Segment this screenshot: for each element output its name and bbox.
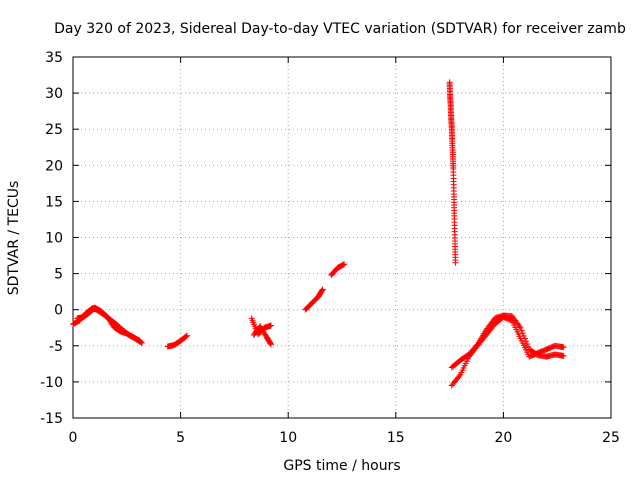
y-tick-label: 30: [45, 86, 63, 102]
y-tick-label: 15: [45, 194, 63, 210]
y-tick-label: 5: [54, 267, 63, 283]
y-tick-label: -15: [40, 411, 63, 427]
y-axis-label: SDTVAR / TECUs: [6, 181, 22, 296]
x-tick-label: 0: [69, 430, 78, 446]
plot-frame: [72, 56, 612, 419]
x-tick-label: 5: [176, 430, 185, 446]
data-point: [184, 332, 191, 339]
chart-title: Day 320 of 2023, Sidereal Day-to-day VTE…: [54, 21, 626, 37]
data-point: [525, 343, 532, 350]
y-tick-label: 20: [45, 158, 63, 174]
data-point: [518, 327, 525, 334]
x-tick-label: 25: [602, 430, 620, 446]
data-point: [520, 332, 527, 339]
data-point: [267, 341, 274, 348]
x-axis-label: GPS time / hours: [283, 458, 400, 474]
data-point: [473, 342, 480, 349]
axis-ticks: 0 5 10 15 20 25 -15 -10 -5 0 5 10 15 20 25 30 35: [40, 50, 620, 446]
data-point: [136, 337, 143, 344]
data-point: [521, 335, 528, 342]
data-point: [341, 261, 348, 268]
data-point: [267, 322, 274, 329]
x-tick-label: 10: [279, 430, 297, 446]
y-tick-label: 35: [45, 50, 63, 66]
data-point: [519, 330, 526, 337]
x-tick-label: 20: [494, 430, 512, 446]
y-tick-label: 0: [54, 303, 63, 319]
data-point: [456, 373, 463, 380]
data-point: [560, 344, 567, 351]
data-point: [319, 286, 326, 293]
data-point: [183, 333, 190, 340]
data-point: [522, 338, 529, 345]
data-point: [267, 340, 274, 347]
data-point: [517, 324, 524, 331]
y-tick-label: -5: [49, 339, 63, 355]
data-point: [452, 259, 459, 266]
x-tick-label: 15: [387, 430, 405, 446]
data-point: [560, 352, 567, 359]
y-tick-label: 10: [45, 231, 63, 247]
data-point: [516, 323, 523, 330]
y-tick-label: 25: [45, 122, 63, 138]
data-point: [524, 340, 531, 347]
data-points: [70, 79, 567, 389]
y-tick-label: -10: [40, 375, 63, 391]
data-point: [319, 287, 326, 294]
